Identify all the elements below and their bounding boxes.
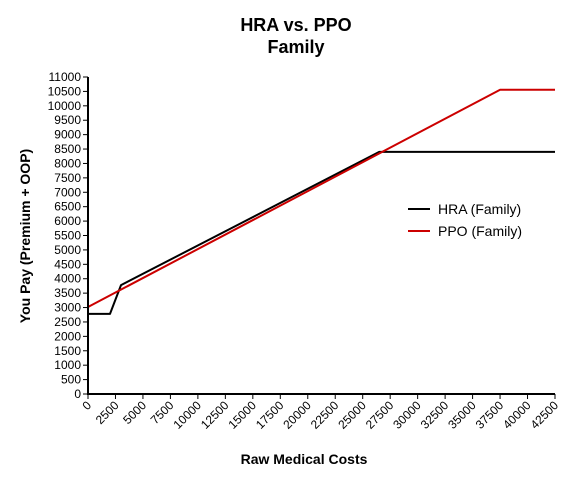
- y-tick-label: 8500: [54, 142, 81, 156]
- y-tick-label: 9500: [54, 113, 81, 127]
- y-tick-label: 1000: [54, 358, 81, 372]
- x-tick-label: 37500: [473, 398, 507, 432]
- y-tick-label: 10500: [48, 84, 82, 98]
- x-tick-label: 10000: [171, 398, 205, 432]
- y-tick-label: 500: [61, 373, 81, 387]
- y-tick-label: 9000: [54, 128, 81, 142]
- y-tick-label: 0: [74, 387, 81, 401]
- y-tick-label: 6500: [54, 200, 81, 214]
- series-line-ppo: [87, 88, 555, 308]
- y-tick-label: 4500: [54, 257, 81, 271]
- y-tick-label: 3500: [54, 286, 81, 300]
- x-tick-label: 2500: [93, 398, 122, 427]
- x-tick-label: 12500: [198, 398, 232, 432]
- x-tick-label: 32500: [418, 398, 452, 432]
- y-axis: 0500100015002000250030003500400045005000…: [48, 70, 88, 401]
- y-tick-label: 4000: [54, 272, 81, 286]
- y-tick-label: 8000: [54, 156, 81, 170]
- x-tick-label: 35000: [445, 398, 479, 432]
- series-line-hra: [88, 150, 555, 315]
- x-tick-label: 40000: [500, 398, 534, 432]
- y-tick-label: 2500: [54, 315, 81, 329]
- y-tick-label: 10000: [48, 99, 82, 113]
- y-tick-label: 3000: [54, 301, 81, 315]
- legend: HRA (Family) PPO (Family): [408, 201, 522, 239]
- y-tick-label: 5500: [54, 229, 81, 243]
- x-tick-label: 25000: [335, 398, 369, 432]
- x-tick-label: 5000: [120, 398, 149, 427]
- y-tick-label: 1500: [54, 344, 81, 358]
- x-axis-title: Raw Medical Costs: [241, 451, 368, 467]
- chart-subtitle: Family: [267, 37, 324, 57]
- x-tick-label: 17500: [253, 398, 287, 432]
- y-tick-label: 7000: [54, 185, 81, 199]
- x-tick-label: 0: [79, 398, 94, 413]
- y-tick-label: 6000: [54, 214, 81, 228]
- y-tick-label: 7500: [54, 171, 81, 185]
- x-tick-label: 27500: [363, 398, 397, 432]
- legend-label: PPO (Family): [438, 223, 522, 239]
- plot-area: [87, 88, 555, 315]
- x-tick-label: 42500: [528, 398, 562, 432]
- y-axis-title: You Pay (Premium + OOP): [17, 149, 33, 323]
- x-tick-label: 20000: [280, 398, 314, 432]
- x-tick-label: 30000: [390, 398, 424, 432]
- y-tick-label: 2000: [54, 329, 81, 343]
- x-tick-label: 15000: [225, 398, 259, 432]
- x-tick-label: 22500: [308, 398, 342, 432]
- y-tick-label: 5000: [54, 243, 81, 257]
- y-tick-label: 11000: [49, 70, 82, 84]
- x-axis: 0250050007500100001250015000175002000022…: [79, 394, 561, 432]
- chart-title: HRA vs. PPO: [240, 15, 351, 35]
- legend-label: HRA (Family): [438, 201, 521, 217]
